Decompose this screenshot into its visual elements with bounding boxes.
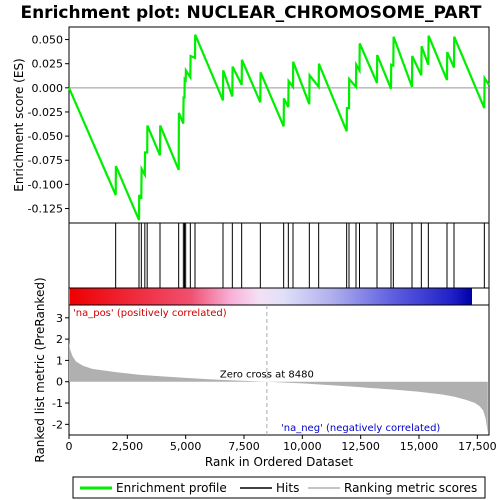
negative-correlation-label: 'na_neg' (negatively correlated)	[281, 423, 440, 434]
legend-hits-label: Hits	[276, 481, 299, 495]
hits-plot-frame	[68, 222, 490, 289]
metric-y-tick-label: 1	[56, 354, 63, 367]
enrichment-score-panel: -0.125 -0.100 -0.075 -0.050 -0.025 0.000 0.025…	[12, 26, 490, 224]
x-tick-label: 2,500	[112, 440, 144, 453]
es-y-tick-label: -0.025	[28, 106, 63, 119]
x-tick-label: 15,000	[400, 440, 439, 453]
zero-cross-label: Zero cross at 8480	[220, 370, 314, 381]
legend-box	[72, 476, 486, 499]
es-y-tick-label: 0.050	[32, 34, 64, 47]
hit-markers	[115, 223, 485, 288]
es-y-tick-label: -0.050	[28, 130, 63, 143]
x-tick-label: 5,000	[170, 440, 202, 453]
positive-correlation-label: 'na_pos' (positively correlated)	[73, 308, 227, 319]
metric-y-tick-label: -2	[52, 418, 63, 431]
es-y-tick-label: -0.075	[28, 154, 63, 167]
x-tick-label: 12,500	[341, 440, 380, 453]
metric-y-tick-label: 2	[56, 333, 63, 346]
legend-enrichment-label: Enrichment profile	[116, 481, 227, 495]
ranking-metric-area	[69, 342, 488, 433]
metric-y-tick-label: 0	[56, 376, 63, 389]
legend: Enrichment profile Hits Ranking metric s…	[72, 476, 486, 499]
hits-panel	[68, 222, 490, 289]
es-y-tick-label: 0.000	[32, 82, 64, 95]
x-tick-label: 7,500	[228, 440, 260, 453]
rank-gradient-tail	[472, 288, 489, 305]
es-y-tick-label: -0.125	[28, 203, 63, 216]
x-tick-label: 10,000	[283, 440, 322, 453]
es-axis-label: Enrichment score (ES)	[12, 58, 26, 191]
legend-metric-label: Ranking metric scores	[344, 481, 477, 495]
x-axis-label: Rank in Ordered Dataset	[205, 455, 353, 469]
metric-y-tick-label: 3	[56, 312, 63, 325]
es-y-axis: -0.125 -0.100 -0.075 -0.050 -0.025 0.000 0.025…	[28, 34, 69, 216]
x-axis: 0 2,500 5,000 7,500 10,000 12,500 15,000 17,500	[66, 435, 497, 453]
rank-color-bar	[68, 287, 490, 306]
enrichment-profile-line	[67, 34, 490, 221]
chart-title: Enrichment plot: NUCLEAR_CHROMOSOME_PART	[20, 3, 481, 23]
es-y-tick-label: -0.100	[28, 178, 63, 191]
ranked-metric-panel: Zero cross at 8480 'na_pos' (positively …	[33, 277, 497, 469]
metric-y-tick-label: -1	[52, 397, 63, 410]
x-tick-label: 17,500	[458, 440, 497, 453]
metric-y-axis: -2 -1 0 1 2 3	[52, 312, 69, 431]
es-y-tick-label: 0.025	[32, 58, 64, 71]
metric-axis-label: Ranked list metric (PreRanked)	[33, 277, 47, 462]
x-tick-label: 0	[66, 440, 73, 453]
rank-gradient	[70, 288, 472, 305]
